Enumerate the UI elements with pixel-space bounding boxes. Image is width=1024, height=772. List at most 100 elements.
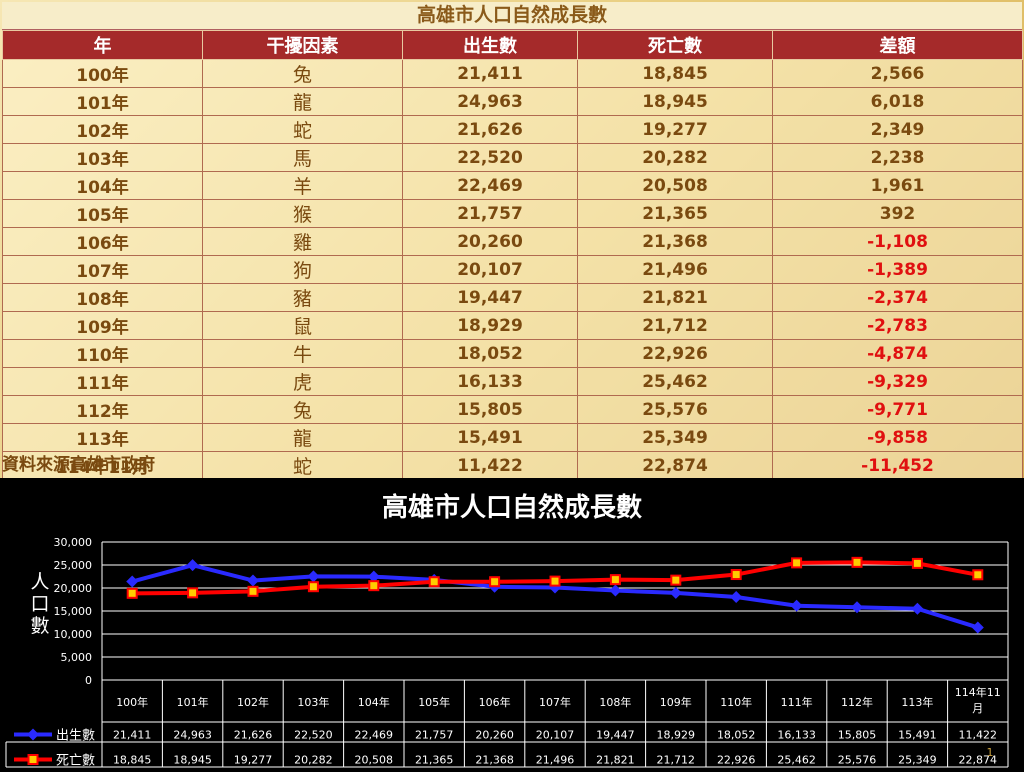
table-panel: 高雄市人口自然成長數 年 干擾因素 出生數 死亡數 差額 100年兔 21,411… [0,0,1024,480]
cell-deaths: 21,365 [577,199,773,228]
cell-diff: 2,238 [772,143,1023,172]
x-tick-label: 108年 [599,695,631,709]
cell-births: 21,757 [402,199,578,228]
cell-births: 18,929 [402,311,578,340]
data-label: 21,757 [415,729,454,742]
y-tick-label: 5,000 [61,651,93,664]
data-point-deaths [549,575,561,587]
data-point-births [247,574,259,587]
cell-diff: 1,961 [772,171,1023,200]
data-label: 19,447 [596,729,635,742]
cell-zodiac: 羊 [202,171,403,200]
data-point-deaths [126,587,138,599]
cell-births: 15,805 [402,395,578,424]
series-line-births [131,563,979,630]
data-point-births [126,575,139,588]
cell-births: 21,626 [402,115,578,144]
data-label: 25,576 [838,754,877,767]
x-tick-label: 110年 [720,695,752,709]
data-point-deaths [187,587,199,599]
table-row: 106年雞 20,260 21,368 -1,108 [2,227,1023,256]
data-point-deaths [368,580,380,592]
cell-zodiac: 猴 [202,199,403,228]
cell-year: 106年 [2,227,203,256]
y-tick-label: 0 [85,674,92,687]
table-row: 109年鼠 18,929 21,712 -2,783 [2,311,1023,340]
data-point-deaths [307,581,319,593]
data-point-births [730,590,743,603]
cell-deaths: 19,277 [577,115,773,144]
cell-zodiac: 馬 [202,143,403,172]
data-label: 21,368 [475,754,514,767]
x-tick-label: 111年 [781,695,813,709]
data-point-deaths [972,569,984,581]
x-tick-label: 106年 [479,695,511,709]
cell-births: 21,411 [402,59,578,88]
cell-zodiac: 龍 [202,87,403,116]
data-label: 15,491 [898,729,937,742]
cell-deaths: 18,945 [577,87,773,116]
chart-title: 高雄市人口自然成長數 [382,492,642,523]
data-label: 15,805 [838,729,877,742]
cell-diff: -2,374 [772,283,1023,312]
data-label: 21,626 [234,729,273,742]
data-label: 16,133 [777,729,816,742]
data-label: 20,260 [475,729,514,742]
cell-diff: 392 [772,199,1023,228]
data-point-births [367,570,380,583]
data-label: 24,963 [173,729,212,742]
data-point-births [609,584,622,597]
cell-births: 24,963 [402,87,578,116]
cell-deaths: 25,576 [577,395,773,424]
data-point-births [186,559,199,572]
x-tick-label: 114年11 [955,685,1001,699]
data-label: 19,277 [234,754,273,767]
x-tick-label: 107年 [539,695,571,709]
table-row: 101年龍 24,963 18,945 6,018 [2,87,1023,116]
table-row: 100年兔 21,411 18,845 2,566 [2,59,1023,88]
x-tick-label: 113年 [901,695,933,709]
cell-year: 104年 [2,171,203,200]
header-deaths: 死亡數 [577,30,773,60]
cell-diff: -9,329 [772,367,1023,396]
population-table: 年 干擾因素 出生數 死亡數 差額 100年兔 21,411 18,845 2,566… [2,30,1023,480]
cell-births: 18,052 [402,339,578,368]
cell-births: 11,422 [402,451,578,480]
data-label: 20,282 [294,754,333,767]
table-row: 113年龍 15,491 25,349 -9,858 [2,423,1023,452]
data-source: 資料來源高雄市政府 [2,455,155,475]
data-point-deaths [730,569,742,581]
cell-year: 100年 [2,59,203,88]
cell-births: 20,107 [402,255,578,284]
data-point-births [971,621,984,634]
data-label: 18,052 [717,729,756,742]
cell-year: 110年 [2,339,203,368]
cell-year: 113年 [2,423,203,452]
cell-deaths: 25,349 [577,423,773,452]
data-label: 22,469 [355,729,394,742]
cell-deaths: 20,508 [577,171,773,200]
data-label: 21,821 [596,754,635,767]
legend-label: 死亡數 [56,754,95,769]
data-label: 20,508 [355,754,394,767]
table-row: 102年蛇 21,626 19,277 2,349 [2,115,1023,144]
y-axis-label: 數 [30,615,49,637]
y-tick-label: 20,000 [54,582,93,595]
x-tick-label: 103年 [297,695,329,709]
cell-year: 102年 [2,115,203,144]
data-point-births [790,599,803,612]
table-row: 104年羊 22,469 20,508 1,961 [2,171,1023,200]
y-axis-label: 人 [30,571,49,593]
cell-deaths: 21,712 [577,311,773,340]
cell-zodiac: 牛 [202,339,403,368]
y-tick-label: 15,000 [54,605,93,618]
cell-diff: -1,389 [772,255,1023,284]
data-point-deaths [489,576,501,588]
cell-births: 19,447 [402,283,578,312]
page-number: 1 [987,746,994,759]
data-point-deaths [851,556,863,568]
x-tick-label: 112年 [841,695,873,709]
table-body: 100年兔 21,411 18,845 2,566 101年龍 24,963 18,945 6… [2,59,1023,480]
cell-births: 16,133 [402,367,578,396]
data-point-deaths [791,557,803,569]
